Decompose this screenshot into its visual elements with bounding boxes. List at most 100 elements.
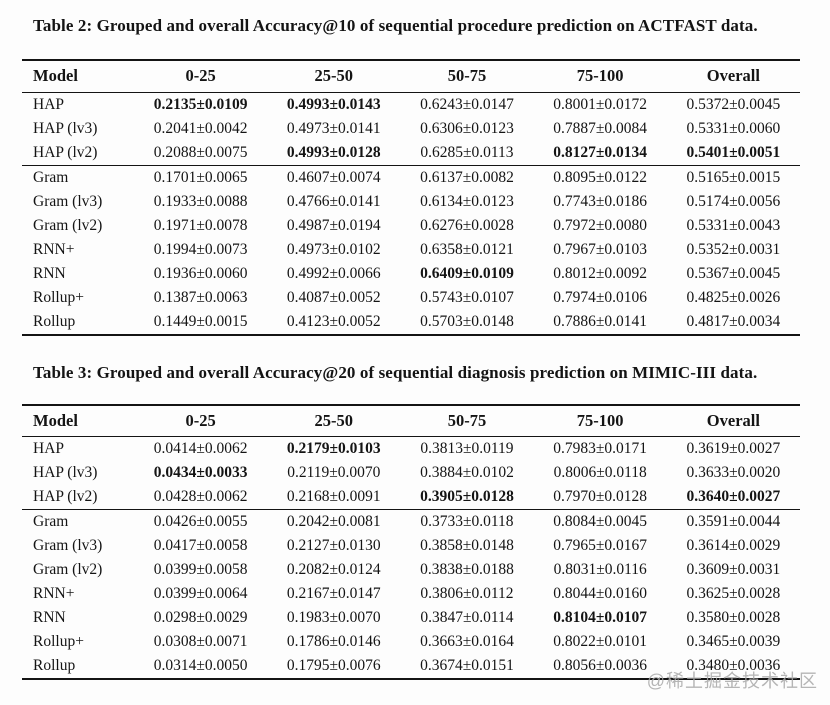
value-cell: 0.8022±0.0101 <box>553 633 648 651</box>
table3-accuracy-mimic: Model 0-25 25-50 50-75 75-100 Overall HAP 0.041… <box>22 403 800 680</box>
value-cell: 0.3619±0.0027 <box>686 440 781 458</box>
value-cell: 0.6409±0.0109 <box>420 264 514 282</box>
value-cell: 0.1387±0.0063 <box>153 288 248 306</box>
value-cell: 0.0399±0.0058 <box>153 561 248 579</box>
value-cell: 0.4087±0.0052 <box>286 288 381 306</box>
table-header-row: Model 0-25 25-50 50-75 75-100 Overall <box>22 60 800 92</box>
column-header: 25-50 <box>314 410 354 430</box>
table3-caption: Table 3: Grouped and overall Accuracy@20… <box>33 362 758 382</box>
model-cell: HAP (lv3) <box>33 119 98 137</box>
value-cell: 0.2088±0.0075 <box>153 143 248 161</box>
value-cell: 0.4825±0.0026 <box>686 288 781 306</box>
value-cell: 0.3480±0.0036 <box>686 657 781 675</box>
value-cell: 0.6134±0.0123 <box>420 192 514 210</box>
table-row: Rollup 0.1449±0.0015 0.4123±0.0052 0.5703±0… <box>22 310 800 335</box>
value-cell: 0.3591±0.0044 <box>666 509 800 534</box>
column-header: Overall <box>706 66 760 86</box>
table-row: RNN+ 0.1994±0.0073 0.4973±0.0102 0.6358±0.0… <box>22 238 800 262</box>
column-header: 50-75 <box>447 66 487 86</box>
value-cell: 0.2042±0.0081 <box>267 509 401 534</box>
model-cell: HAP (lv2) <box>33 143 98 161</box>
value-cell: 0.5165±0.0015 <box>666 164 800 190</box>
table-row: Gram (lv3) 0.1933±0.0088 0.4766±0.0141 0.61… <box>22 190 800 214</box>
value-cell: 0.7887±0.0084 <box>553 119 648 137</box>
value-cell: 0.3838±0.0188 <box>420 561 514 579</box>
table-row: HAP (lv2) 0.2088±0.0075 0.4993±0.0128 0.628… <box>22 141 800 166</box>
value-cell: 0.4766±0.0141 <box>286 192 381 210</box>
value-cell: 0.3609±0.0031 <box>686 561 781 579</box>
table-row: Gram (lv2) 0.0399±0.0058 0.2082±0.0124 0.38… <box>22 558 800 582</box>
value-cell: 0.7886±0.0141 <box>553 312 648 330</box>
value-cell: 0.1701±0.0065 <box>134 164 268 190</box>
value-cell: 0.7974±0.0106 <box>553 288 648 306</box>
value-cell: 0.6358±0.0121 <box>420 240 514 258</box>
model-cell: Gram <box>22 509 134 534</box>
value-cell: 0.6276±0.0028 <box>420 216 514 234</box>
value-cell: 0.4992±0.0066 <box>286 264 381 282</box>
value-cell: 0.3580±0.0028 <box>686 609 781 627</box>
value-cell: 0.2127±0.0130 <box>286 537 381 555</box>
value-cell: 0.0298±0.0029 <box>153 609 248 627</box>
table-row: RNN 0.1936±0.0060 0.4992±0.0066 0.6409±0.01… <box>22 262 800 286</box>
value-cell: 0.3663±0.0164 <box>420 633 514 651</box>
value-cell: 0.8104±0.0107 <box>553 609 648 627</box>
value-cell: 0.1936±0.0060 <box>153 264 248 282</box>
column-header: Model <box>33 410 78 430</box>
value-cell: 0.7967±0.0103 <box>553 240 648 258</box>
value-cell: 0.3640±0.0027 <box>686 488 781 506</box>
value-cell: 0.8056±0.0036 <box>553 657 648 675</box>
value-cell: 0.0308±0.0071 <box>153 633 248 651</box>
column-header: 50-75 <box>447 410 487 430</box>
model-cell: Gram (lv3) <box>33 537 103 555</box>
value-cell: 0.0314±0.0050 <box>153 657 248 675</box>
value-cell: 0.4993±0.0143 <box>286 95 381 113</box>
table2-accuracy-actfast: Model 0-25 25-50 50-75 75-100 Overall HAP 0.213… <box>22 59 800 336</box>
column-header: 0-25 <box>185 410 216 430</box>
value-cell: 0.5401±0.0051 <box>686 143 781 161</box>
value-cell: 0.3614±0.0029 <box>686 537 781 555</box>
model-cell: RNN <box>33 609 66 627</box>
value-cell: 0.0414±0.0062 <box>153 440 248 458</box>
model-cell: Rollup+ <box>33 633 84 651</box>
value-cell: 0.8044±0.0160 <box>553 585 648 603</box>
model-cell: RNN+ <box>33 240 75 258</box>
value-cell: 0.3674±0.0151 <box>420 657 514 675</box>
value-cell: 0.2135±0.0109 <box>153 95 248 113</box>
value-cell: 0.5331±0.0060 <box>686 119 781 137</box>
value-cell: 0.2168±0.0091 <box>286 488 381 506</box>
value-cell: 0.3465±0.0039 <box>686 633 781 651</box>
value-cell: 0.6306±0.0123 <box>420 119 514 137</box>
value-cell: 0.4817±0.0034 <box>686 312 781 330</box>
value-cell: 0.5331±0.0043 <box>686 216 781 234</box>
value-cell: 0.5367±0.0045 <box>686 264 781 282</box>
table-row: Rollup+ 0.1387±0.0063 0.4087±0.0052 0.5743±… <box>22 286 800 310</box>
value-cell: 0.4607±0.0074 <box>267 164 401 190</box>
model-cell: HAP <box>33 95 65 113</box>
value-cell: 0.4973±0.0102 <box>286 240 381 258</box>
value-cell: 0.3633±0.0020 <box>686 464 781 482</box>
value-cell: 0.5174±0.0056 <box>686 192 781 210</box>
value-cell: 0.3625±0.0028 <box>686 585 781 603</box>
value-cell: 0.8127±0.0134 <box>553 143 648 161</box>
table2-caption: Table 2: Grouped and overall Accuracy@10… <box>33 16 758 35</box>
column-header: Overall <box>706 410 760 430</box>
model-cell: Gram (lv2) <box>33 561 103 579</box>
table-row: RNN 0.0298±0.0029 0.1983±0.0070 0.3847±0.01… <box>22 606 800 630</box>
table-row: Rollup+ 0.0308±0.0071 0.1786±0.0146 0.3663±… <box>22 630 800 654</box>
model-cell: Gram (lv3) <box>33 192 103 210</box>
value-cell: 0.1983±0.0070 <box>286 609 381 627</box>
value-cell: 0.7972±0.0080 <box>553 216 648 234</box>
model-cell: Gram (lv2) <box>33 216 103 234</box>
table-row: HAP (lv2) 0.0428±0.0062 0.2168±0.0091 0.390… <box>22 485 800 510</box>
column-header: 0-25 <box>185 66 216 86</box>
table-row: HAP (lv3) 0.0434±0.0033 0.2119±0.0070 0.388… <box>22 461 800 485</box>
table-row: RNN+ 0.0399±0.0064 0.2167±0.0147 0.3806±0.0… <box>22 582 800 606</box>
model-cell: Rollup <box>33 657 76 675</box>
model-cell: RNN <box>33 264 66 282</box>
table-row: HAP (lv3) 0.2041±0.0042 0.4973±0.0141 0.630… <box>22 117 800 141</box>
value-cell: 0.8001±0.0172 <box>553 95 648 113</box>
value-cell: 0.3813±0.0119 <box>420 440 514 458</box>
value-cell: 0.8006±0.0118 <box>553 464 647 482</box>
model-cell: Rollup <box>33 312 76 330</box>
